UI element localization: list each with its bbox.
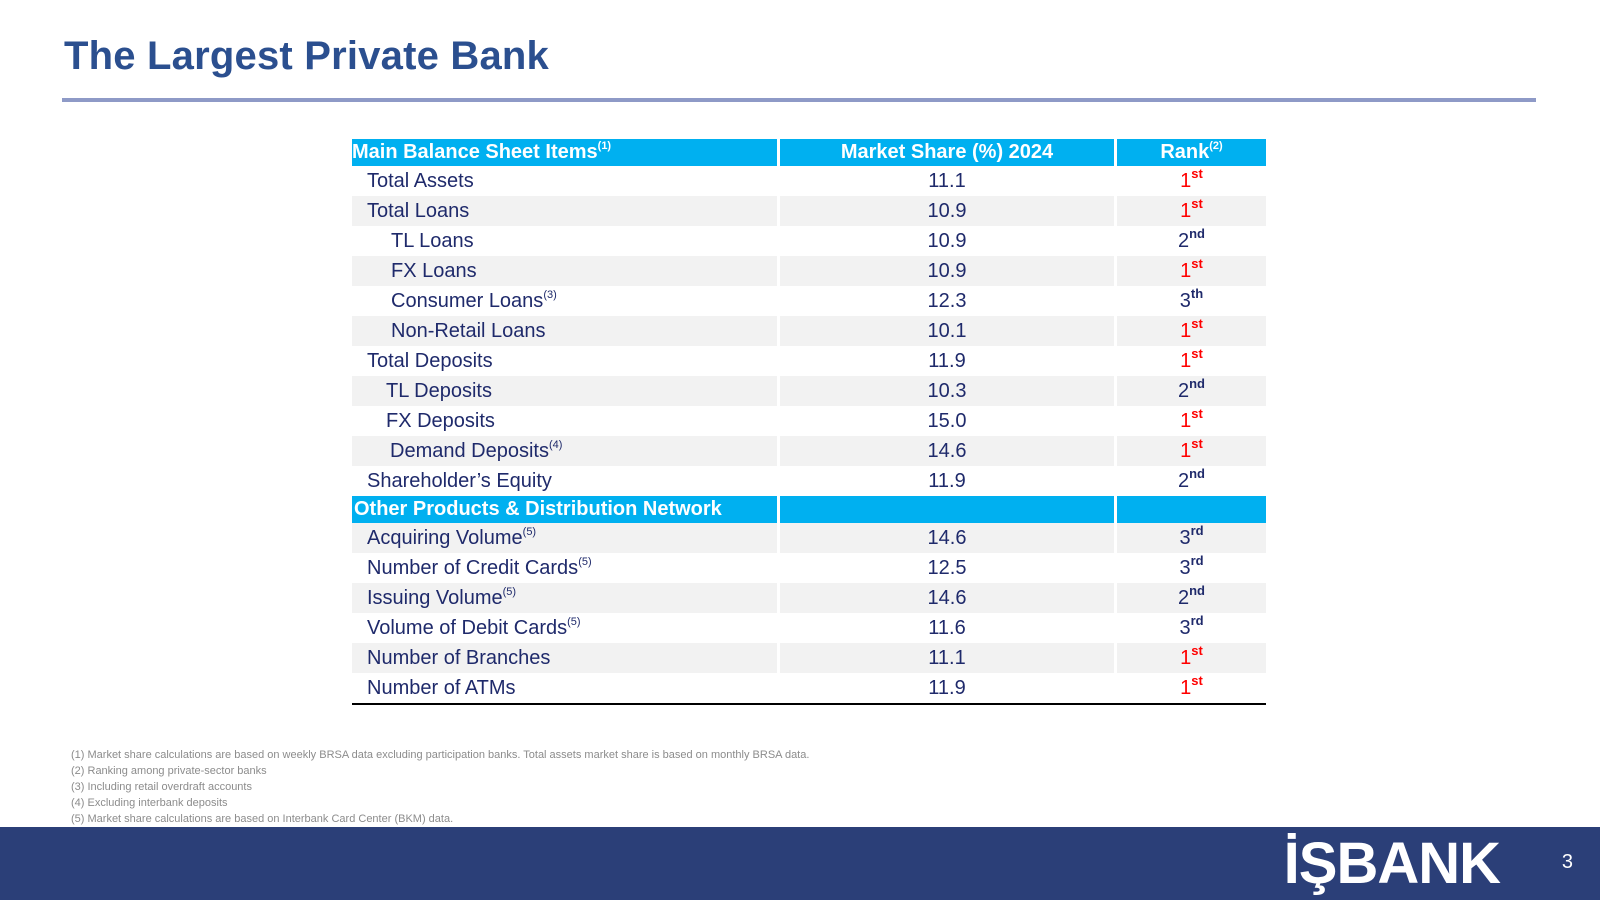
table-row: FX Loans 10.9 1st — [352, 256, 1266, 286]
row-market-share: 11.9 — [780, 346, 1117, 376]
row-rank: 1st — [1117, 196, 1266, 226]
row-label: TL Loans — [352, 226, 780, 256]
section-title: Other Products & Distribution Network — [352, 496, 780, 523]
header-rank: Rank(2) — [1117, 139, 1266, 166]
table-row: Demand Deposits(4) 14.6 1st — [352, 436, 1266, 466]
title-divider — [62, 98, 1536, 102]
row-market-share: 14.6 — [780, 583, 1117, 613]
isbank-logo: İŞBANK — [1283, 831, 1501, 896]
row-market-share: 12.5 — [780, 553, 1117, 583]
table-row: Total Assets 11.1 1st — [352, 166, 1266, 196]
row-label: TL Deposits — [352, 376, 780, 406]
row-label: Shareholder’s Equity — [352, 466, 780, 496]
table-row: Total Loans 10.9 1st — [352, 196, 1266, 226]
table-header-row: Main Balance Sheet Items(1) Market Share… — [352, 139, 1266, 166]
table-row: FX Deposits 15.0 1st — [352, 406, 1266, 436]
row-label: Total Loans — [352, 196, 780, 226]
header-market-share: Market Share (%) 2024 — [780, 139, 1117, 166]
table-row: Shareholder’s Equity 11.9 2nd — [352, 466, 1266, 496]
row-rank: 3th — [1179, 285, 1204, 312]
row-market-share: 10.9 — [780, 226, 1117, 256]
row-rank: 3rd — [1179, 612, 1204, 639]
row-rank: 1st — [1117, 643, 1266, 673]
row-label: Number of ATMs — [352, 673, 780, 703]
footnote: (3) Including retail overdraft accounts — [71, 781, 252, 793]
table-row: Issuing Volume(5) 14.6 2nd — [352, 583, 1266, 613]
row-rank: 1st — [1117, 256, 1266, 286]
slide-title: The Largest Private Bank — [64, 34, 549, 78]
row-rank: 1st — [1117, 436, 1266, 466]
row-market-share: 11.1 — [780, 166, 1117, 196]
section-header-row: Other Products & Distribution Network — [352, 496, 1266, 523]
row-label: Total Deposits — [352, 346, 780, 376]
table-row: Non-Retail Loans 10.1 1st — [352, 316, 1266, 346]
row-label: Number of Branches — [352, 643, 780, 673]
row-market-share: 10.3 — [780, 376, 1117, 406]
row-rank: 1st — [1180, 165, 1203, 192]
footnote: (4) Excluding interbank deposits — [71, 797, 228, 809]
row-rank: 2nd — [1177, 225, 1205, 252]
table-row: Total Deposits 11.9 1st — [352, 346, 1266, 376]
footer-bar: İŞBANK 3 — [0, 827, 1600, 900]
row-market-share: 10.9 — [780, 256, 1117, 286]
row-market-share: 14.6 — [780, 523, 1117, 553]
row-market-share: 11.1 — [780, 643, 1117, 673]
row-label: Acquiring Volume(5) — [352, 523, 780, 553]
row-market-share: 11.6 — [780, 613, 1117, 643]
row-rank: 1st — [1180, 345, 1203, 372]
table-row: Number of Branches 11.1 1st — [352, 643, 1266, 673]
table-row: TL Deposits 10.3 2nd — [352, 376, 1266, 406]
row-label: FX Loans — [352, 256, 780, 286]
row-label: Number of Credit Cards(5) — [352, 553, 780, 583]
row-label: Total Assets — [352, 166, 780, 196]
table-row: Acquiring Volume(5) 14.6 3rd — [352, 523, 1266, 553]
row-market-share: 15.0 — [780, 406, 1117, 436]
footnote: (1) Market share calculations are based … — [71, 749, 810, 761]
row-rank: 3rd — [1117, 523, 1266, 553]
table-row: Number of ATMs 11.9 1st — [352, 673, 1266, 703]
row-rank: 1st — [1180, 405, 1203, 432]
footnotes: (1) Market share calculations are based … — [71, 747, 809, 827]
footnote: (5) Market share calculations are based … — [71, 813, 454, 825]
row-market-share: 11.9 — [780, 466, 1117, 496]
row-market-share: 14.6 — [780, 436, 1117, 466]
row-rank: 2nd — [1117, 376, 1266, 406]
row-rank: 1st — [1117, 316, 1266, 346]
page-number: 3 — [1561, 851, 1573, 873]
row-label: Non-Retail Loans — [352, 316, 780, 346]
table-row: TL Loans 10.9 2nd — [352, 226, 1266, 256]
row-rank: 2nd — [1117, 583, 1266, 613]
row-label: Demand Deposits(4) — [352, 436, 780, 466]
row-market-share: 10.1 — [780, 316, 1117, 346]
table-row: Consumer Loans(3) 12.3 3th — [352, 286, 1266, 316]
row-market-share: 10.9 — [780, 196, 1117, 226]
row-rank: 2nd — [1177, 465, 1205, 492]
header-main-items: Main Balance Sheet Items(1) — [352, 139, 780, 166]
market-share-table: Main Balance Sheet Items(1) Market Share… — [352, 139, 1266, 705]
row-market-share: 11.9 — [780, 673, 1117, 703]
footnote: (2) Ranking among private-sector banks — [71, 765, 267, 777]
row-label: Consumer Loans(3) — [352, 286, 780, 316]
table-row: Volume of Debit Cards(5) 11.6 3rd — [352, 613, 1266, 643]
row-rank: 1st — [1180, 672, 1203, 699]
row-market-share: 12.3 — [780, 286, 1117, 316]
row-label: Volume of Debit Cards(5) — [352, 613, 780, 643]
row-label: FX Deposits — [352, 406, 780, 436]
table-row: Number of Credit Cards(5) 12.5 3rd — [352, 553, 1266, 583]
row-label: Issuing Volume(5) — [352, 583, 780, 613]
row-rank: 3rd — [1179, 552, 1204, 579]
